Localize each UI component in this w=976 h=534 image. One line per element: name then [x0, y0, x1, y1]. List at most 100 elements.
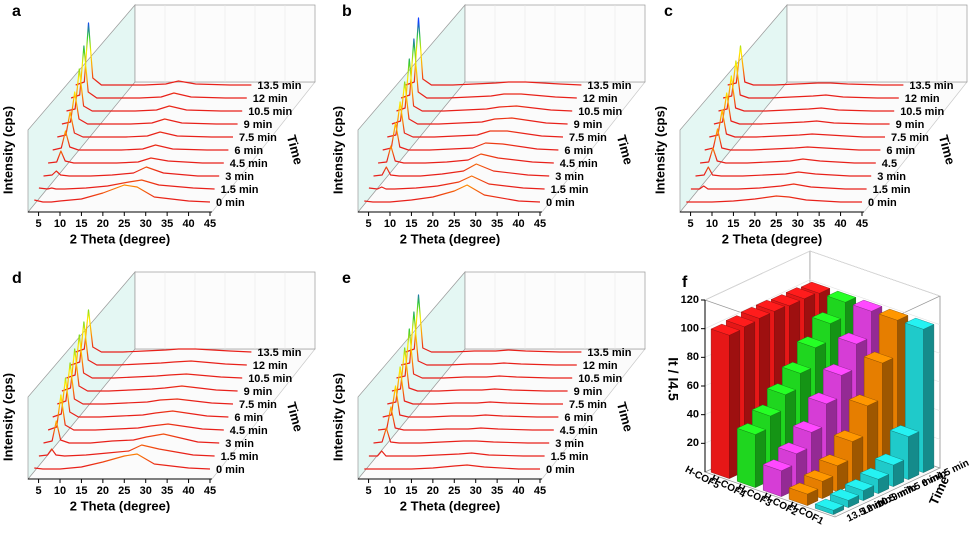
- x-tick-label: 15: [405, 218, 417, 230]
- bar-top: [814, 498, 845, 511]
- x-axis-label: 2 Theta (degree): [722, 231, 822, 246]
- panel: 5 10 15 20 25 30 35 40 45 2 Theta (degree) Intensi…: [0, 3, 316, 246]
- series-label: 6 min: [564, 412, 593, 424]
- series-label: 10.5 min: [900, 106, 944, 118]
- x-axis-label: 2 Theta (degree): [70, 231, 170, 246]
- x-tick-label: 20: [97, 218, 109, 230]
- xrd-curve: [727, 45, 904, 86]
- x-tick-label: 45: [534, 218, 546, 230]
- xrd-curve: [364, 464, 540, 470]
- bar-top: [826, 290, 857, 303]
- y-tick-label: 60: [687, 380, 699, 392]
- series-label: 10.5 min: [248, 106, 292, 118]
- series-label: 3 min: [555, 438, 584, 450]
- x-tick-label: 25: [770, 218, 782, 230]
- series-label: 3 min: [225, 438, 254, 450]
- x-tick-label: 15: [75, 485, 87, 497]
- panel: 5 10 15 20 25 30 35 40 45 2 Theta (degree) Intensi…: [652, 3, 968, 246]
- series-label: 1.5 min: [551, 184, 589, 196]
- x-tick-label: 10: [54, 485, 66, 497]
- series-label: 12 min: [253, 93, 288, 105]
- series-label: 6 min: [564, 145, 593, 157]
- panel: 5 10 15 20 25 30 35 40 45 2 Theta (degree) Intensi…: [330, 270, 646, 513]
- series-label: 13.5 min: [257, 80, 301, 92]
- x-tick-label: 35: [491, 485, 503, 497]
- x-tick-label: 40: [512, 218, 524, 230]
- x-tick-label: 15: [727, 218, 739, 230]
- series-label: 12 min: [583, 360, 618, 372]
- xrd-curve: [382, 122, 559, 151]
- y-tick-label: 20: [687, 437, 699, 449]
- bar-top: [852, 299, 883, 312]
- xrd-curve: [43, 166, 220, 177]
- xrd-curve: [34, 453, 211, 470]
- xrd-curve: [391, 347, 568, 392]
- xrd-curve: [400, 38, 577, 99]
- xrd-curve: [686, 195, 862, 203]
- x-tick-label: 5: [366, 485, 372, 497]
- x-tick-label: 40: [834, 218, 846, 230]
- x-tick-label: 5: [36, 485, 42, 497]
- xrd-curve: [718, 75, 895, 112]
- x-tick-label: 25: [118, 485, 130, 497]
- series-label: 9 min: [574, 119, 603, 131]
- xrd-curve: [387, 101, 564, 138]
- xrd-curve: [709, 109, 885, 138]
- series-label: 10.5 min: [578, 106, 622, 118]
- series-label: 1.5 min: [221, 451, 259, 463]
- x-tick-label: 45: [204, 485, 216, 497]
- bar-top: [818, 454, 849, 467]
- bar-top: [859, 467, 890, 480]
- y-axis-label: Intensity (cps): [330, 373, 345, 461]
- series-label: 9 min: [574, 386, 603, 398]
- x-tick-label: 30: [470, 218, 482, 230]
- xrd-curve: [368, 175, 545, 190]
- bar-top: [904, 317, 935, 330]
- xrd-curve: [382, 385, 559, 418]
- bar-top: [792, 420, 823, 433]
- xrd-curve: [364, 184, 541, 203]
- xrd-curve: [48, 150, 224, 164]
- y-tick-label: 120: [681, 294, 699, 306]
- series-label: 0 min: [546, 464, 575, 476]
- z-axis-label: Time: [614, 400, 636, 433]
- y-tick-label: 80: [687, 351, 699, 363]
- xrd-curve: [47, 394, 224, 431]
- series-label: 13.5 min: [587, 80, 631, 92]
- x-tick-label: 35: [161, 218, 173, 230]
- series-label: 7.5 min: [891, 132, 929, 144]
- x-tick-label: 40: [512, 485, 524, 497]
- x-tick-label: 30: [792, 218, 804, 230]
- series-label: 10.5 min: [248, 373, 292, 385]
- xrd-curve: [713, 92, 890, 125]
- panel-letter: d: [12, 270, 22, 287]
- bar-top: [844, 479, 875, 491]
- panel-letter: e: [342, 270, 351, 287]
- bar-top: [878, 308, 909, 321]
- panel: 5 10 15 20 25 30 35 40 45 2 Theta (degree) Intensi…: [330, 3, 646, 246]
- series-label: 1.5 min: [873, 184, 911, 196]
- panel: 20406080100120H-COF5H-COF4H-COF3H-COF2H-…: [665, 250, 971, 528]
- bar-top: [710, 323, 741, 336]
- xrd-curve: [61, 348, 238, 392]
- series-label: 12 min: [905, 93, 940, 105]
- xrd-curve: [75, 309, 252, 353]
- bar-top: [770, 294, 801, 307]
- bar: [788, 482, 819, 506]
- bar-top: [796, 336, 827, 349]
- x-tick-label: 15: [75, 218, 87, 230]
- bar-top: [889, 425, 920, 437]
- y-axis-label: Intensity (cps): [330, 106, 345, 194]
- panel-letter: f: [682, 274, 688, 291]
- y-axis-label: Intensity (cps): [0, 106, 15, 194]
- grid-line: [704, 279, 941, 329]
- xrd-curve: [400, 311, 577, 366]
- bar: [710, 323, 741, 479]
- bar-top: [740, 306, 771, 319]
- series-label: 7.5 min: [239, 399, 277, 411]
- xrd-curve: [34, 184, 211, 203]
- bar-top: [781, 361, 812, 374]
- bar-front: [710, 328, 730, 479]
- xrd-curve: [38, 179, 215, 190]
- x-tick-label: 10: [384, 485, 396, 497]
